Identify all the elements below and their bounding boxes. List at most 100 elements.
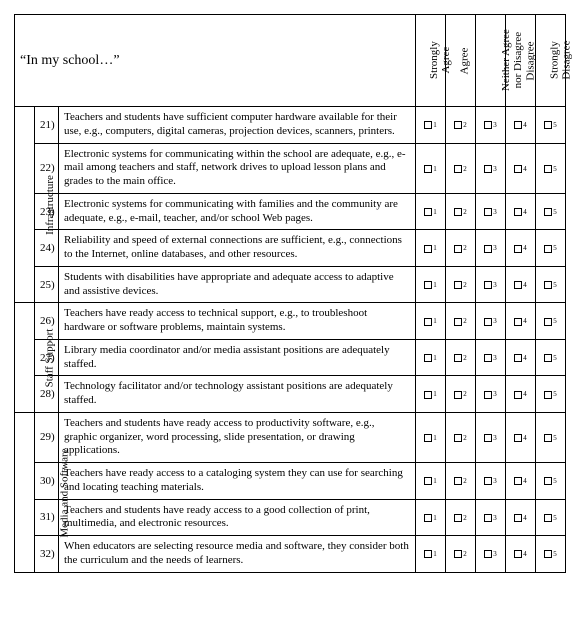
checkbox-icon[interactable] bbox=[484, 354, 492, 362]
option-cell[interactable]: 4 bbox=[506, 499, 536, 536]
option-cell[interactable]: 5 bbox=[536, 193, 566, 230]
checkbox-icon[interactable] bbox=[454, 245, 462, 253]
option-cell[interactable]: 2 bbox=[446, 412, 476, 462]
option-cell[interactable]: 1 bbox=[416, 266, 446, 303]
option-cell[interactable]: 5 bbox=[536, 143, 566, 193]
checkbox-icon[interactable] bbox=[454, 391, 462, 399]
option-cell[interactable]: 4 bbox=[506, 536, 536, 573]
option-cell[interactable]: 3 bbox=[476, 107, 506, 144]
checkbox-icon[interactable] bbox=[454, 514, 462, 522]
option-cell[interactable]: 4 bbox=[506, 412, 536, 462]
option-cell[interactable]: 2 bbox=[446, 376, 476, 413]
checkbox-icon[interactable] bbox=[484, 165, 492, 173]
checkbox-icon[interactable] bbox=[484, 514, 492, 522]
option-cell[interactable]: 5 bbox=[536, 499, 566, 536]
option-cell[interactable]: 1 bbox=[416, 412, 446, 462]
option-cell[interactable]: 3 bbox=[476, 412, 506, 462]
checkbox-icon[interactable] bbox=[484, 208, 492, 216]
checkbox-icon[interactable] bbox=[544, 391, 552, 399]
option-cell[interactable]: 1 bbox=[416, 499, 446, 536]
option-cell[interactable]: 4 bbox=[506, 230, 536, 267]
option-cell[interactable]: 1 bbox=[416, 303, 446, 340]
checkbox-icon[interactable] bbox=[454, 121, 462, 129]
checkbox-icon[interactable] bbox=[544, 434, 552, 442]
checkbox-icon[interactable] bbox=[514, 477, 522, 485]
option-cell[interactable]: 4 bbox=[506, 107, 536, 144]
option-cell[interactable]: 2 bbox=[446, 230, 476, 267]
option-cell[interactable]: 4 bbox=[506, 143, 536, 193]
checkbox-icon[interactable] bbox=[424, 477, 432, 485]
option-cell[interactable]: 1 bbox=[416, 376, 446, 413]
option-cell[interactable]: 5 bbox=[536, 412, 566, 462]
checkbox-icon[interactable] bbox=[514, 165, 522, 173]
checkbox-icon[interactable] bbox=[514, 550, 522, 558]
option-cell[interactable]: 3 bbox=[476, 536, 506, 573]
option-cell[interactable]: 5 bbox=[536, 376, 566, 413]
option-cell[interactable]: 4 bbox=[506, 266, 536, 303]
option-cell[interactable]: 1 bbox=[416, 339, 446, 376]
checkbox-icon[interactable] bbox=[514, 391, 522, 399]
option-cell[interactable]: 2 bbox=[446, 143, 476, 193]
option-cell[interactable]: 2 bbox=[446, 339, 476, 376]
checkbox-icon[interactable] bbox=[454, 354, 462, 362]
option-cell[interactable]: 2 bbox=[446, 193, 476, 230]
option-cell[interactable]: 3 bbox=[476, 266, 506, 303]
checkbox-icon[interactable] bbox=[424, 121, 432, 129]
checkbox-icon[interactable] bbox=[454, 281, 462, 289]
checkbox-icon[interactable] bbox=[484, 391, 492, 399]
checkbox-icon[interactable] bbox=[514, 281, 522, 289]
checkbox-icon[interactable] bbox=[544, 281, 552, 289]
option-cell[interactable]: 5 bbox=[536, 536, 566, 573]
option-cell[interactable]: 4 bbox=[506, 463, 536, 500]
checkbox-icon[interactable] bbox=[424, 391, 432, 399]
checkbox-icon[interactable] bbox=[544, 318, 552, 326]
checkbox-icon[interactable] bbox=[424, 208, 432, 216]
option-cell[interactable]: 3 bbox=[476, 143, 506, 193]
option-cell[interactable]: 1 bbox=[416, 230, 446, 267]
option-cell[interactable]: 1 bbox=[416, 107, 446, 144]
option-cell[interactable]: 5 bbox=[536, 339, 566, 376]
option-cell[interactable]: 2 bbox=[446, 266, 476, 303]
option-cell[interactable]: 5 bbox=[536, 303, 566, 340]
checkbox-icon[interactable] bbox=[544, 245, 552, 253]
checkbox-icon[interactable] bbox=[484, 245, 492, 253]
checkbox-icon[interactable] bbox=[514, 121, 522, 129]
checkbox-icon[interactable] bbox=[424, 165, 432, 173]
option-cell[interactable]: 3 bbox=[476, 230, 506, 267]
checkbox-icon[interactable] bbox=[484, 318, 492, 326]
checkbox-icon[interactable] bbox=[454, 477, 462, 485]
checkbox-icon[interactable] bbox=[514, 318, 522, 326]
checkbox-icon[interactable] bbox=[514, 245, 522, 253]
option-cell[interactable]: 5 bbox=[536, 266, 566, 303]
checkbox-icon[interactable] bbox=[484, 477, 492, 485]
option-cell[interactable]: 3 bbox=[476, 339, 506, 376]
option-cell[interactable]: 1 bbox=[416, 463, 446, 500]
option-cell[interactable]: 2 bbox=[446, 499, 476, 536]
checkbox-icon[interactable] bbox=[454, 318, 462, 326]
checkbox-icon[interactable] bbox=[544, 477, 552, 485]
option-cell[interactable]: 3 bbox=[476, 193, 506, 230]
option-cell[interactable]: 5 bbox=[536, 230, 566, 267]
checkbox-icon[interactable] bbox=[424, 245, 432, 253]
checkbox-icon[interactable] bbox=[454, 550, 462, 558]
checkbox-icon[interactable] bbox=[424, 434, 432, 442]
option-cell[interactable]: 3 bbox=[476, 303, 506, 340]
option-cell[interactable]: 2 bbox=[446, 536, 476, 573]
checkbox-icon[interactable] bbox=[514, 354, 522, 362]
option-cell[interactable]: 3 bbox=[476, 499, 506, 536]
option-cell[interactable]: 5 bbox=[536, 463, 566, 500]
checkbox-icon[interactable] bbox=[544, 354, 552, 362]
option-cell[interactable]: 4 bbox=[506, 193, 536, 230]
checkbox-icon[interactable] bbox=[424, 514, 432, 522]
option-cell[interactable]: 1 bbox=[416, 536, 446, 573]
option-cell[interactable]: 4 bbox=[506, 303, 536, 340]
checkbox-icon[interactable] bbox=[514, 208, 522, 216]
checkbox-icon[interactable] bbox=[484, 121, 492, 129]
checkbox-icon[interactable] bbox=[424, 550, 432, 558]
option-cell[interactable]: 5 bbox=[536, 107, 566, 144]
checkbox-icon[interactable] bbox=[454, 434, 462, 442]
checkbox-icon[interactable] bbox=[544, 208, 552, 216]
checkbox-icon[interactable] bbox=[424, 318, 432, 326]
checkbox-icon[interactable] bbox=[454, 165, 462, 173]
checkbox-icon[interactable] bbox=[514, 434, 522, 442]
